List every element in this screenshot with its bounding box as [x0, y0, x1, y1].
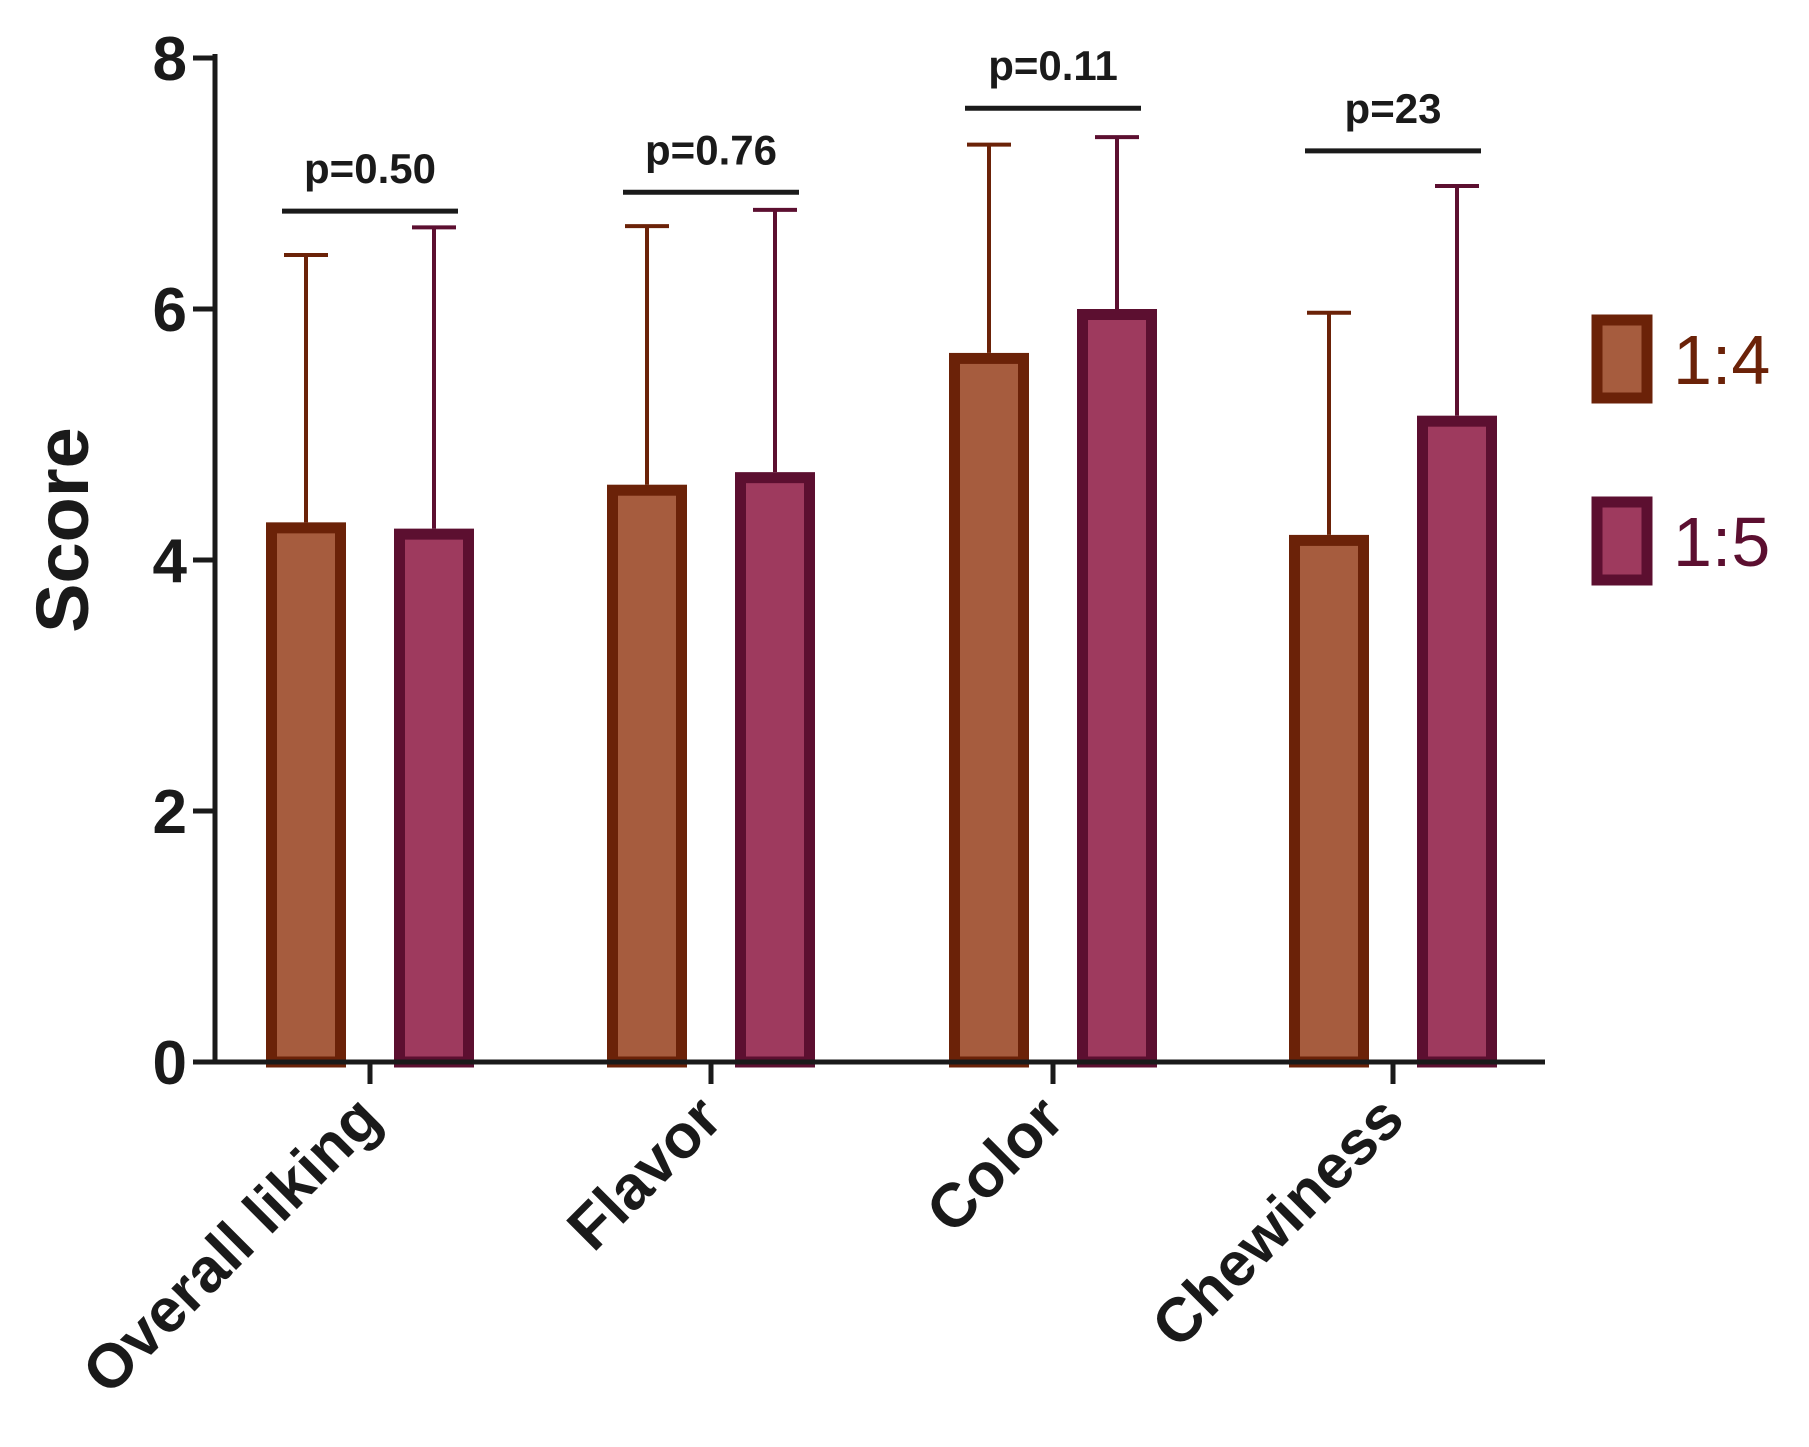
legend: 1:4 1:5 — [1591, 314, 1770, 586]
y-axis-label: Score — [21, 427, 104, 633]
y-tick-label: 8 — [153, 25, 187, 94]
bar — [1417, 415, 1497, 1068]
legend-label: 1:4 — [1673, 321, 1770, 399]
bar — [1077, 309, 1157, 1068]
legend-label: 1:5 — [1673, 503, 1770, 581]
x-tick-label: Overall liking — [70, 1083, 394, 1407]
bar — [266, 522, 346, 1068]
bar — [607, 484, 687, 1068]
p-value-label: p=0.76 — [645, 126, 777, 173]
legend-swatch — [1591, 496, 1653, 586]
y-tick-label: 6 — [153, 276, 187, 345]
bars-layer: p=0.50 p=0.76 p=0.11 p=23 — [266, 42, 1497, 1068]
bar — [1289, 534, 1369, 1068]
bar — [949, 352, 1029, 1068]
p-value-label: p=0.50 — [304, 145, 436, 192]
p-value-label: p=23 — [1345, 85, 1442, 132]
x-tick-label: Chewiness — [1139, 1083, 1417, 1361]
y-tick-label: 4 — [153, 527, 188, 596]
y-tick-label: 0 — [153, 1029, 187, 1098]
x-tick-label: Flavor — [555, 1083, 735, 1263]
p-value-label: p=0.11 — [988, 42, 1118, 89]
x-tick-label: Color — [914, 1083, 1077, 1246]
legend-swatch — [1591, 314, 1653, 404]
y-tick-label: 2 — [153, 778, 187, 847]
bar — [735, 472, 815, 1068]
bar — [394, 528, 474, 1068]
